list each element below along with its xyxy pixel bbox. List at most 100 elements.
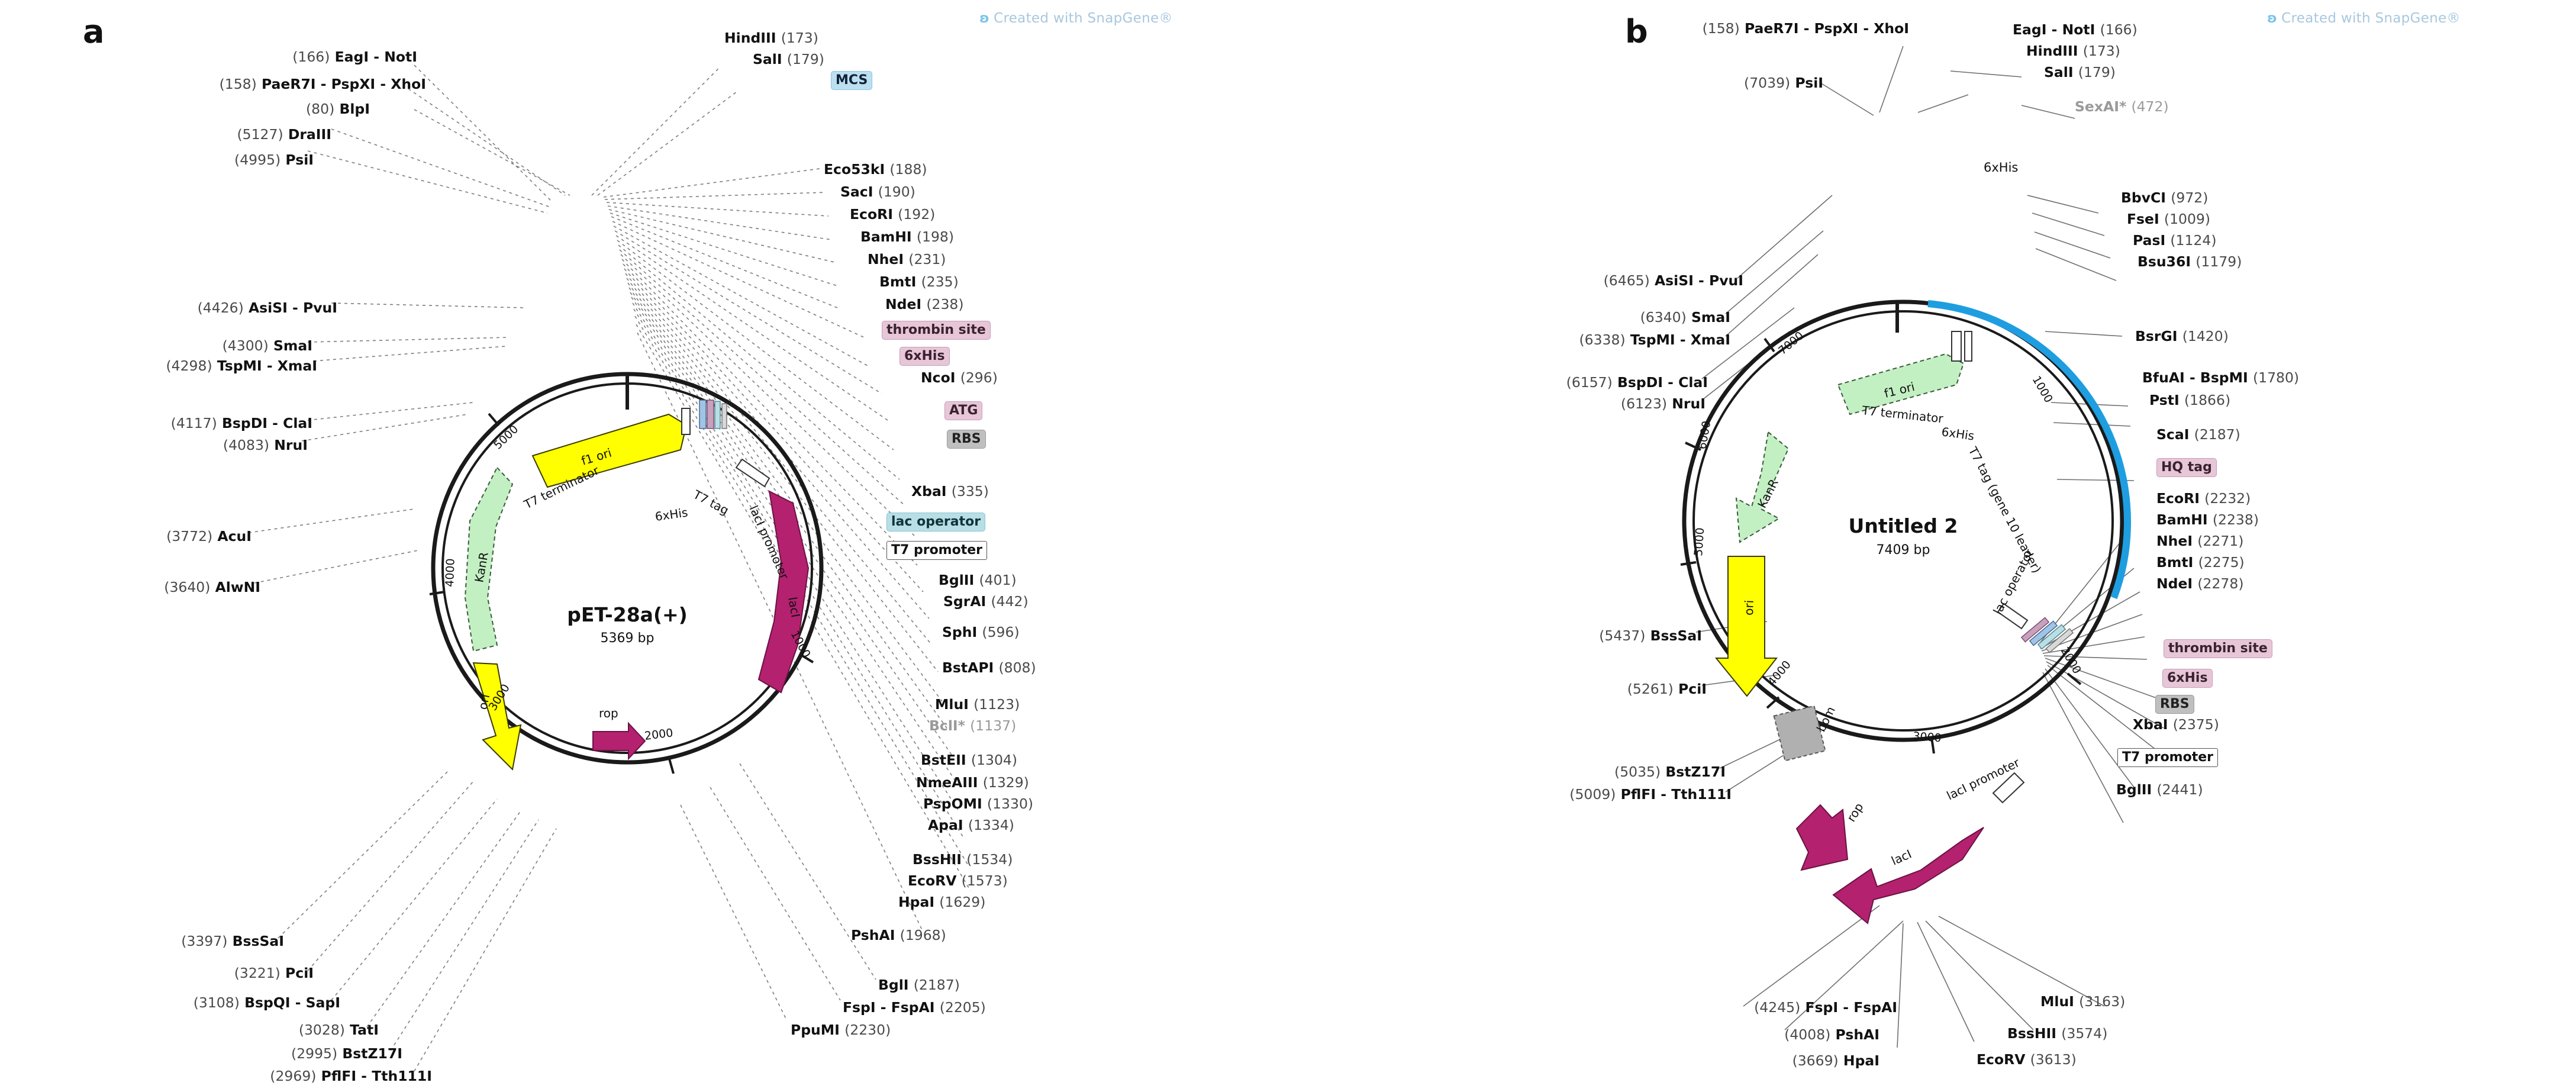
ruler-tick-4000-a: 4000 bbox=[443, 558, 457, 587]
tag-6xhis-a: 6xHis bbox=[899, 347, 950, 366]
tag-t7-promoter-a: T7 promoter bbox=[886, 541, 988, 560]
tag-mcs-a: MCS bbox=[831, 71, 873, 90]
plasmid-size-b: 7409 bp bbox=[1877, 543, 1930, 558]
label-b-tspmi-xmai: (6338) TspMI - XmaI bbox=[1579, 331, 1730, 348]
label-b-pshai: (4008) PshAI bbox=[1784, 1026, 1879, 1043]
label-b-scai: ScaI (2187) bbox=[2156, 426, 2240, 443]
label-b-bsssai: (5437) BssSaI bbox=[1599, 627, 1702, 644]
label-a-nrui: (4083) NruI bbox=[223, 437, 308, 453]
tag-6xhis-b: 6xHis bbox=[2162, 669, 2213, 688]
label-b-hindiii: HindIII (173) bbox=[2026, 43, 2120, 59]
label-a-smai: (4300) SmaI bbox=[222, 337, 312, 354]
feature-t7-terminator-b bbox=[1951, 331, 1972, 362]
feature-label-rop-a: rop bbox=[599, 706, 618, 720]
feature-rop-b bbox=[1795, 804, 1849, 871]
label-b-bstz17i: (5035) BstZ17I bbox=[1614, 764, 1726, 780]
label-a-draiii: (5127) DraIII bbox=[237, 126, 331, 143]
label-a-ndei: NdeI (238) bbox=[885, 296, 964, 313]
label-a-sgrai: SgrAI (442) bbox=[943, 593, 1029, 610]
tag-lac-operator-a: lac operator bbox=[886, 513, 986, 531]
feature-laci-a bbox=[757, 490, 810, 694]
label-b-bmti: BmtI (2275) bbox=[2156, 554, 2245, 571]
feature-laci-promoter-a bbox=[735, 458, 770, 488]
feature-label-ori-b: ori bbox=[1742, 600, 1756, 616]
label-a-fspi-fspai: FspI - FspAI (2205) bbox=[843, 999, 986, 1016]
label-a-mlui: MluI (1123) bbox=[935, 696, 1020, 713]
label-b-fsei: FseI (1009) bbox=[2127, 211, 2211, 227]
label-a-pcii: (3221) PciI bbox=[234, 965, 314, 981]
label-a-bmti: BmtI (235) bbox=[879, 273, 959, 290]
feature-label-ori-a: ori bbox=[475, 693, 492, 711]
label-a-psii: (4995) PsiI bbox=[234, 152, 314, 168]
label-a-blpi: (80) BlpI bbox=[306, 101, 370, 117]
label-b-bamhi: BamHI (2238) bbox=[2156, 511, 2259, 528]
feature-mcs-cluster-b bbox=[2020, 617, 2074, 653]
label-a-bamhi: BamHI (198) bbox=[860, 228, 955, 245]
label-b-smai: (6340) SmaI bbox=[1640, 309, 1730, 326]
label-a-hindiii: HindIII (173) bbox=[724, 30, 818, 46]
label-a-hpai: HpaI (1629) bbox=[898, 894, 986, 910]
plasmid-name-a: pET-28a(+) bbox=[567, 603, 688, 626]
feature-label-6xhis-a: 6xHis bbox=[654, 505, 688, 524]
feature-label-t7-tag-a: T7 tag bbox=[691, 487, 731, 518]
tag-hq-tag-b: HQ tag bbox=[2156, 458, 2217, 477]
feature-label-6xhis-b: 6xHis bbox=[1940, 424, 1975, 443]
label-a-alwni: (3640) AlwNI bbox=[164, 579, 260, 595]
label-a-bstapi: BstAPI (808) bbox=[942, 659, 1036, 676]
feature-ori-b bbox=[1714, 556, 1778, 697]
feature-label-laci-a: lacI bbox=[785, 596, 803, 619]
label-a-bspqi-sapi: (3108) BspQI - SapI bbox=[193, 994, 340, 1011]
tag-thrombin-site-a: thrombin site bbox=[882, 321, 991, 340]
plasmid-map-a: f1 ori KanR ori rop lacI T7 terminator 6… bbox=[248, 65, 971, 1072]
feature-kanr-a bbox=[464, 466, 514, 652]
feature-laci-promoter-b bbox=[1992, 772, 2025, 804]
plasmid-map-b: f1 ori KanR ori bom rop lacI T7 terminat… bbox=[1680, 46, 2164, 1048]
label-a-ppumi: PpuMI (2230) bbox=[791, 1022, 891, 1038]
label-b-ecorv: EcoRV (3613) bbox=[1977, 1051, 2077, 1068]
label-b-bsshii: BssHII (3574) bbox=[2007, 1025, 2108, 1042]
feature-label-t7-terminator-b: T7 terminator bbox=[1861, 403, 1944, 426]
feature-f1-ori-b bbox=[1837, 353, 1965, 415]
panel-b: b ʚ Created with SnapGene® bbox=[1288, 0, 2575, 1092]
feature-t7-terminator-a bbox=[681, 408, 691, 435]
label-b-asisi-pvui: (6465) AsiSI - PvuI bbox=[1603, 272, 1743, 289]
snapgene-watermark-text-b: Created with SnapGene® bbox=[2281, 11, 2461, 26]
label-b-bspdi-clai: (6157) BspDI - ClaI bbox=[1566, 374, 1708, 391]
label-a-pflfi-tth111i: (2969) PflFI - Tth111I bbox=[270, 1068, 432, 1084]
label-b-sali: SalI (179) bbox=[2044, 64, 2116, 80]
label-a-sali: SalI (179) bbox=[753, 51, 824, 67]
label-a-bglii: BglII (401) bbox=[939, 572, 1017, 588]
label-b-pasi: PasI (1124) bbox=[2133, 232, 2217, 249]
feature-bom-b bbox=[1773, 705, 1826, 762]
plasmid-name-b: Untitled 2 bbox=[1849, 514, 1958, 537]
label-a-bsssai: (3397) BssSaI bbox=[181, 933, 284, 949]
label-a-pshai: PshAI (1968) bbox=[851, 927, 946, 943]
feature-labels-a: f1 ori KanR ori rop lacI T7 terminator 6… bbox=[472, 446, 802, 720]
label-a-pspomi: PspOMI (1330) bbox=[923, 795, 1034, 812]
label-a-eagi-noti: (166) EagI - NotI bbox=[292, 49, 417, 65]
feature-laci-b bbox=[1832, 827, 1984, 925]
label-a-ecorv: EcoRV (1573) bbox=[908, 872, 1008, 889]
label-b-pcii: (5261) PciI bbox=[1627, 681, 1707, 697]
feature-ori-a bbox=[472, 662, 522, 771]
label-a-ncoi: NcoI (296) bbox=[921, 369, 998, 386]
label-a-sphi: SphI (596) bbox=[942, 624, 1020, 640]
label-b-sexai: SexAI* (472) bbox=[2075, 98, 2169, 115]
panel-letter-b: b bbox=[1625, 13, 1648, 50]
panel-letter-a: a bbox=[83, 13, 105, 50]
tag-t7-promoter-b: T7 promoter bbox=[2117, 748, 2219, 767]
tag-atg-a: ATG bbox=[944, 401, 983, 420]
label-a-asisi-pvui: (4426) AsiSI - PvuI bbox=[197, 299, 337, 316]
ruler-tick-3000-b: 3000 bbox=[1913, 730, 1942, 745]
feature-kanr-b bbox=[1735, 431, 1790, 543]
label-a-saci: SacI (190) bbox=[840, 183, 915, 200]
label-b-bsrgi: BsrGI (1420) bbox=[2135, 328, 2229, 344]
ruler-tick-5000-b: 5000 bbox=[1692, 527, 1707, 557]
label-a-ecori: EcoRI (192) bbox=[850, 206, 936, 223]
snapgene-watermark-text: Created with SnapGene® bbox=[994, 11, 1173, 26]
label-a-bsshii: BssHII (1534) bbox=[913, 851, 1013, 868]
snapgene-mark-icon-b: ʚ bbox=[2267, 11, 2278, 26]
label-a-bspdi-clai: (4117) BspDI - ClaI bbox=[170, 415, 312, 431]
label-b-bglii: BglII (2441) bbox=[2116, 781, 2203, 798]
label-b-psii: (7039) PsiI bbox=[1744, 75, 1823, 91]
